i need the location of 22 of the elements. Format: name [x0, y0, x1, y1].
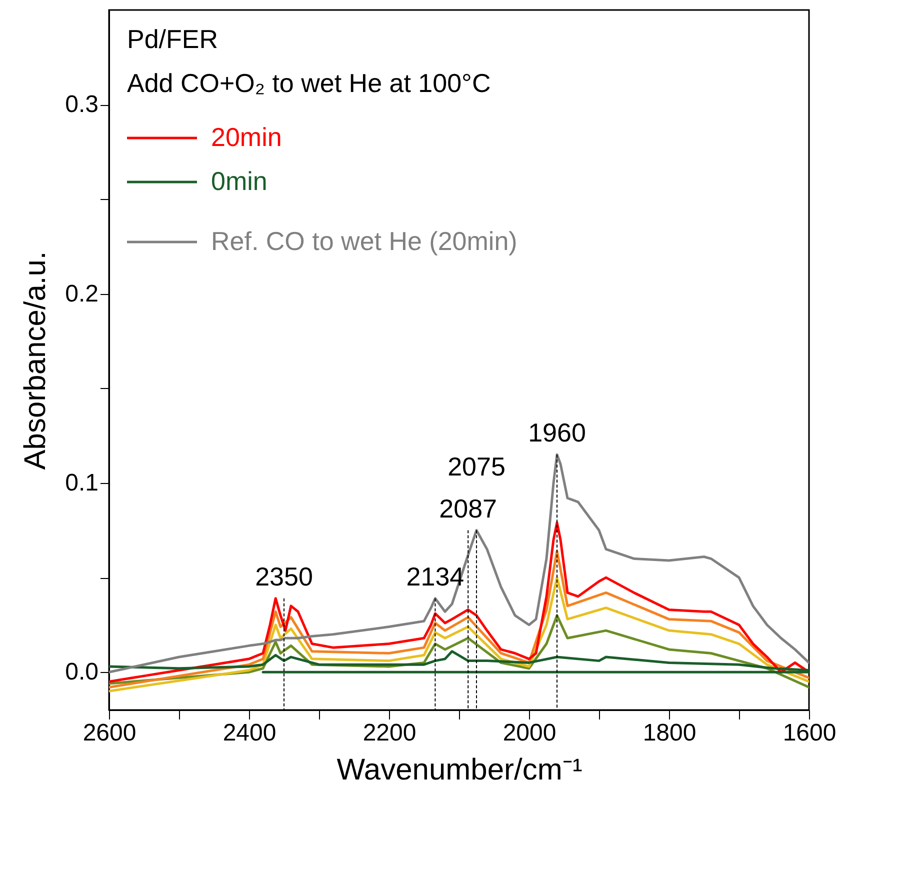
y-tick-label: 0.0: [65, 658, 98, 686]
annotation: 2134: [406, 561, 464, 592]
x-tick-label: 2400: [222, 720, 276, 746]
annotation: 2075: [448, 451, 506, 482]
text: Add CO+O₂ to wet He at 100°C: [127, 68, 491, 98]
x-tick-label: 2000: [502, 720, 556, 746]
legend-label: 20min: [211, 122, 282, 152]
x-tick-label: 2200: [362, 720, 416, 746]
y-tick-label: 0.3: [65, 91, 98, 118]
x-tick-label: 2600: [82, 720, 136, 746]
annotation: 1960: [528, 418, 586, 448]
x-tick-label: 1800: [642, 720, 696, 746]
legend-label: Ref. CO to wet He (20min): [211, 226, 518, 256]
legend-label: 0min: [211, 166, 268, 196]
x-tick-label: 1600: [782, 720, 836, 746]
annotation: 2350: [255, 561, 313, 592]
annotation: 2087: [439, 493, 498, 524]
y-axis-title: Absorbance/a.u.: [19, 251, 52, 470]
text: Pd/FER: [127, 24, 218, 54]
y-tick-label: 0.2: [65, 280, 98, 308]
x-axis-title: Wavenumber/cm⁻¹: [336, 754, 582, 786]
y-tick-label: 0.1: [65, 469, 98, 496]
